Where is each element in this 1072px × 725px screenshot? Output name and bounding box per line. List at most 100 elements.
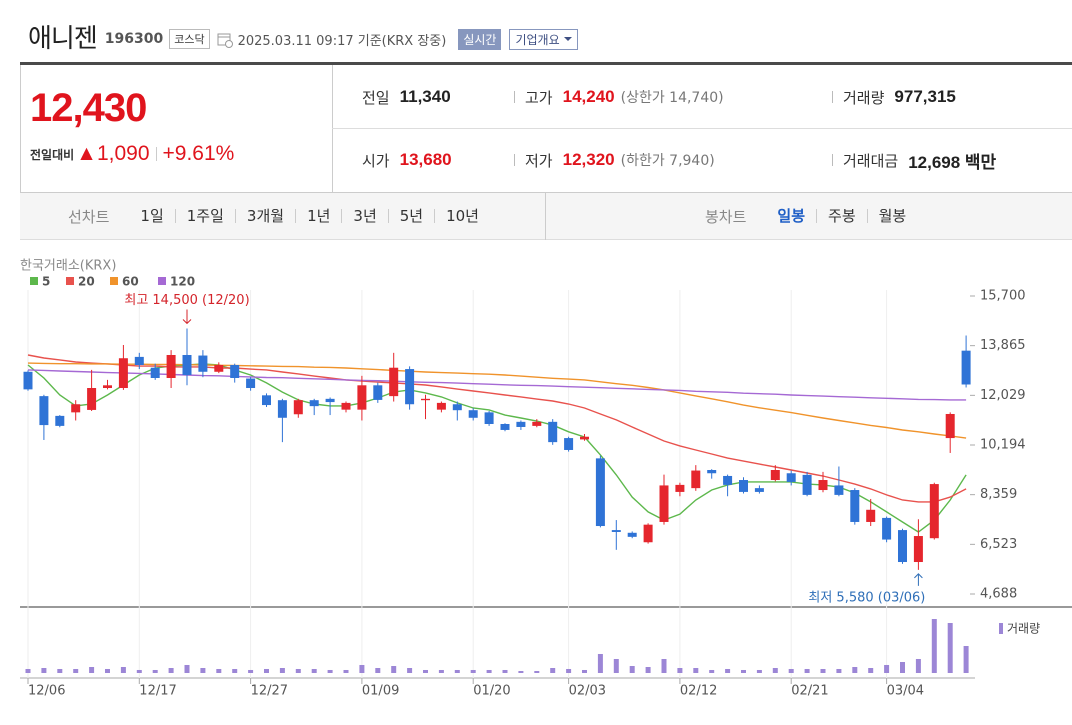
period-button[interactable]: 5년 <box>387 209 434 224</box>
volume-bar <box>852 667 858 673</box>
volume-bar <box>200 668 206 673</box>
candle-body <box>389 367 399 397</box>
candle-body <box>770 470 780 481</box>
candle-body <box>87 388 97 410</box>
stat-value: 977,315 <box>894 87 956 106</box>
header: 애니젠 196300 코스닥 2025.03.11 09:17 기준(KRX 장… <box>28 16 578 56</box>
candle-body <box>595 458 605 527</box>
volume-bar <box>741 669 746 673</box>
volume-bar <box>359 664 365 673</box>
volume-bar <box>836 668 842 673</box>
period-button[interactable]: 일봉 <box>777 207 806 225</box>
change-label: 전일대비 <box>30 147 75 162</box>
volume-bar <box>900 662 905 673</box>
volume-bar <box>582 669 587 673</box>
candle-body <box>707 470 717 474</box>
volume-bar <box>438 669 444 673</box>
current-price: 12,430 <box>30 86 147 130</box>
candle-body <box>103 385 112 389</box>
candle-body <box>802 474 812 495</box>
stat-label: 시가 <box>362 151 390 170</box>
volume-bar <box>120 667 126 673</box>
candle-body <box>516 421 526 427</box>
company-info-label: 기업개요 <box>515 32 560 47</box>
calendar-icon <box>217 33 233 48</box>
volume-bar <box>105 668 110 673</box>
period-button[interactable]: 10년 <box>434 209 490 224</box>
candle-body <box>39 396 49 426</box>
timestamp: 2025.03.11 09:17 기준(KRX 장중) <box>237 33 447 49</box>
x-tick-label: 02/21 <box>791 684 828 699</box>
stat-value: 12,698 백만 <box>908 152 997 172</box>
volume-bar <box>184 664 190 673</box>
y-tick-label: 6,523 <box>980 537 1017 552</box>
volume-bar <box>295 668 301 673</box>
period-button[interactable]: 1년 <box>295 209 341 224</box>
candle-body <box>150 367 160 378</box>
stat: 저가 12,320 (하한가 7,940) <box>514 148 715 172</box>
line-chart-periods: 선차트 1일 1주일 3개월 1년 3년 5년 10년 <box>68 193 490 239</box>
period-button[interactable]: 1주일 <box>174 209 235 224</box>
period-button[interactable]: 3개월 <box>234 209 295 224</box>
high-arrowhead <box>182 319 192 325</box>
header-rule <box>20 62 1072 65</box>
candle-body <box>739 480 748 492</box>
stat-divider <box>514 91 515 103</box>
candle-body <box>961 350 971 385</box>
candle-body <box>357 385 367 410</box>
stat: 시가 13,680 <box>362 148 452 172</box>
stat: 전일 11,340 <box>362 85 451 109</box>
y-tick-label: 12,029 <box>980 388 1026 403</box>
stat-label: 거래량 <box>843 88 885 107</box>
candle-body <box>134 356 144 366</box>
candle-body <box>436 402 446 410</box>
stat-note: (상한가 14,740) <box>620 90 724 106</box>
candle-body <box>214 365 224 372</box>
candle-body <box>659 485 669 522</box>
period-button[interactable]: 월봉 <box>866 209 918 224</box>
candle-body <box>246 378 256 389</box>
stat-divider <box>514 154 515 166</box>
legend-label: 120 <box>170 275 195 289</box>
legend-swatch <box>30 277 38 285</box>
volume-bar <box>756 669 762 673</box>
stat: 거래량 977,315 <box>832 85 956 109</box>
candle-body <box>452 404 462 411</box>
line-chart-label: 선차트 <box>68 207 110 226</box>
volume-bar <box>311 668 317 673</box>
volume-bar <box>931 619 937 673</box>
candle-body <box>898 530 907 563</box>
volume-legend-label: 거래량 <box>1007 622 1040 636</box>
candle-body <box>818 480 828 491</box>
stat: 거래대금 12,698 백만 <box>832 148 996 172</box>
period-bar <box>20 193 1072 240</box>
candle-chart-label: 봉차트 <box>705 207 747 226</box>
market-badge: 코스닥 <box>169 29 210 49</box>
stat-value: 11,340 <box>399 87 451 106</box>
candle-body <box>55 415 65 426</box>
y-tick-label: 8,359 <box>980 487 1017 502</box>
volume-bar <box>629 666 635 673</box>
change-rate: +9.61% <box>162 142 235 165</box>
stat-divider <box>832 154 833 166</box>
volume-bar <box>947 623 953 673</box>
period-button[interactable]: 주봉 <box>816 209 867 224</box>
candle-body <box>691 470 701 489</box>
company-info-dropdown[interactable]: 기업개요 <box>509 28 578 50</box>
candle-chart-periods: 봉차트 일봉 주봉 월봉 <box>705 193 917 239</box>
candle-body <box>71 404 81 413</box>
period-button[interactable]: 3년 <box>341 209 387 224</box>
x-tick-label: 12/17 <box>139 684 176 699</box>
candle-body <box>913 536 923 563</box>
period-button[interactable]: 1일 <box>140 207 164 225</box>
realtime-button[interactable]: 실시간 <box>458 28 502 50</box>
volume-bar <box>216 668 222 673</box>
candle-body <box>834 485 844 495</box>
candle-body <box>468 410 478 418</box>
info-divider <box>20 192 1072 193</box>
x-tick-label: 02/12 <box>680 684 717 699</box>
y-tick-label: 15,700 <box>980 289 1026 304</box>
volume-bar <box>168 668 174 673</box>
candle-body <box>564 438 574 450</box>
volume-bar <box>534 671 540 673</box>
